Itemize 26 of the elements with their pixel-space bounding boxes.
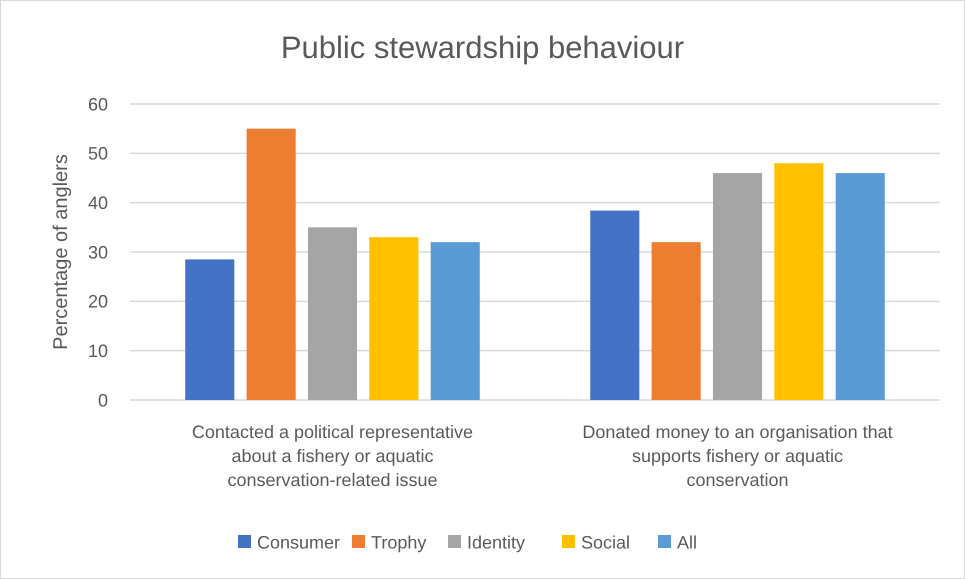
y-tick-label: 20 xyxy=(88,292,108,312)
y-tick-label: 40 xyxy=(88,192,108,213)
x-tick-label: Donated money to an organisation that supports fishery or aquatic conservation xyxy=(582,422,893,490)
legend-label: Social xyxy=(581,532,630,552)
chart-title: Public stewardship behaviour xyxy=(280,30,684,65)
legend-label: All xyxy=(677,532,698,552)
bar xyxy=(185,259,234,400)
legend-label: Trophy xyxy=(371,532,426,552)
bar xyxy=(308,227,358,400)
y-tick-label: 30 xyxy=(88,242,108,262)
bar xyxy=(590,210,640,400)
y-axis-title: Percentage of anglers xyxy=(50,154,72,350)
y-tick-label: 10 xyxy=(88,340,108,361)
legend-label: Consumer xyxy=(257,532,340,552)
y-tick-label: 50 xyxy=(88,144,108,164)
bar xyxy=(712,173,762,400)
bar xyxy=(652,242,701,400)
bar xyxy=(246,128,296,400)
x-tick-label: Contacted a political representative about a fishery or aquatic conservation-related issue xyxy=(192,422,474,490)
y-tick-label: 0 xyxy=(98,390,108,410)
bar xyxy=(369,237,418,400)
bar xyxy=(774,163,824,400)
legend-label: Identity xyxy=(467,532,526,552)
y-tick-label: 60 xyxy=(88,94,108,114)
bar xyxy=(430,242,480,400)
bar xyxy=(836,173,885,400)
